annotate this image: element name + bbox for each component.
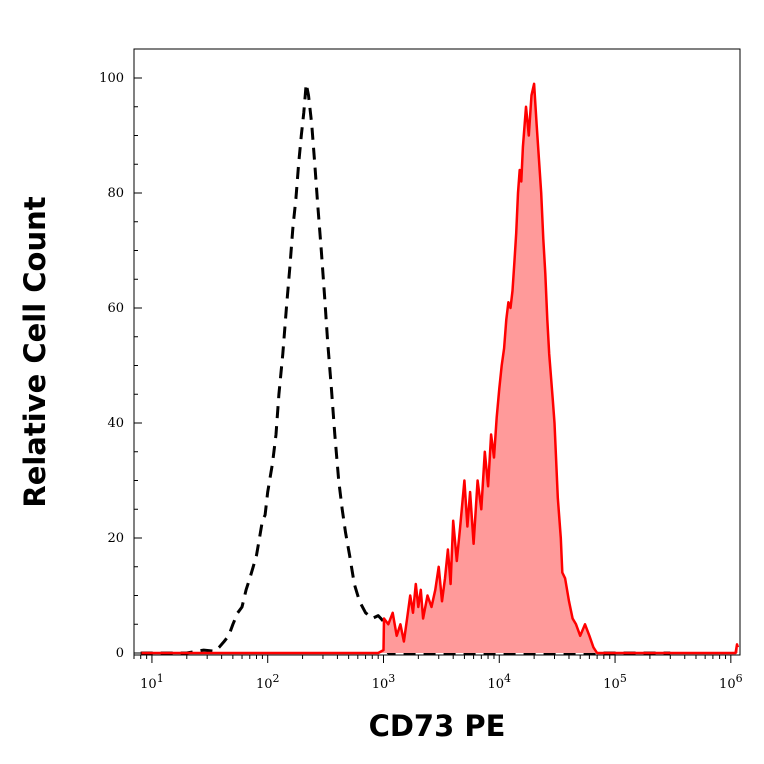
y-axis-title: Relative Cell Count (18, 196, 52, 507)
series-line-0 (140, 82, 671, 655)
x-tick-label: 102 (256, 672, 280, 692)
y-tick-label: 80 (107, 186, 124, 201)
plot-frame (133, 48, 741, 656)
x-tick-label: 105 (603, 672, 627, 692)
series-layer (140, 82, 740, 655)
y-tick-label: 0 (116, 646, 124, 661)
y-tick-label: 40 (107, 416, 124, 431)
x-tick-label: 101 (140, 672, 164, 692)
x-axis: 101 102 103 104 105 106 (133, 655, 743, 692)
y-axis: 0 20 40 60 80 100 (99, 71, 142, 661)
x-axis-title: CD73 PE (369, 709, 506, 743)
x-tick-label: 103 (372, 672, 396, 692)
x-tick-label: 104 (487, 672, 511, 692)
y-tick-label: 20 (107, 531, 124, 546)
y-tick-label: 60 (107, 301, 124, 316)
series-line-1 (140, 82, 740, 655)
y-tick-label: 100 (99, 71, 124, 86)
x-tick-label: 106 (719, 672, 743, 692)
